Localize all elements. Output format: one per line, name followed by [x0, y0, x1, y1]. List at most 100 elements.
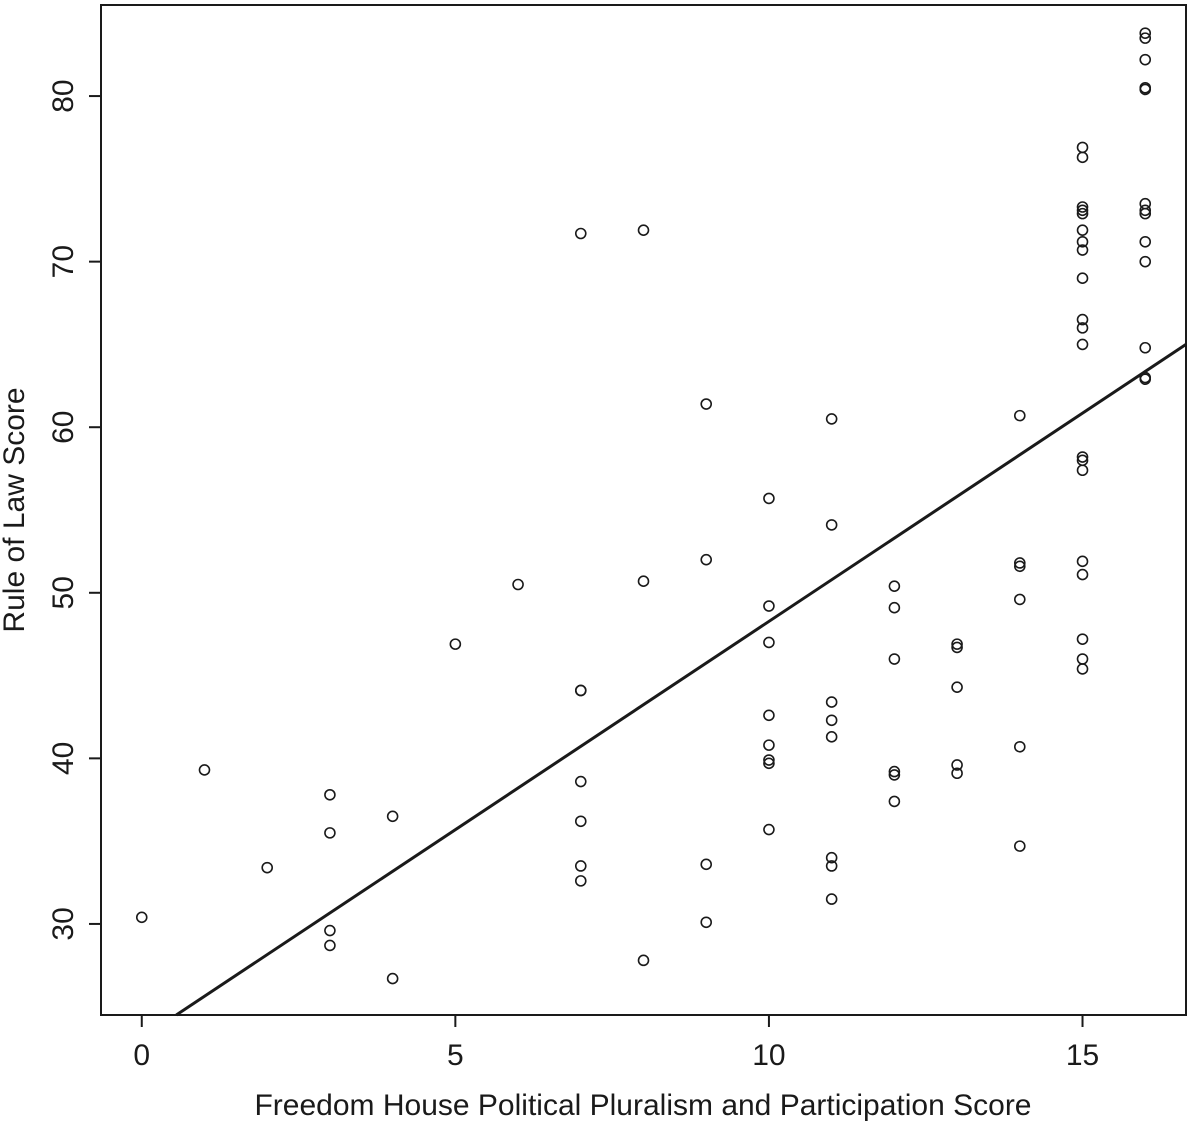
data-point	[1076, 201, 1089, 213]
x-axis: 0 5 10 15	[133, 1015, 1099, 1072]
data-point	[637, 954, 650, 967]
data-point	[888, 580, 901, 592]
data-point	[888, 601, 901, 614]
y-tick-label: 80	[47, 79, 80, 112]
y-axis-title: Rule of Law Score	[0, 387, 31, 632]
data-points	[135, 27, 1152, 985]
y-tick-label: 60	[47, 411, 80, 444]
data-point	[512, 578, 524, 591]
x-tick-label: 10	[752, 1039, 785, 1072]
data-point	[1076, 568, 1089, 581]
data-point	[1139, 255, 1152, 268]
data-point	[951, 681, 963, 693]
data-point	[1014, 840, 1026, 852]
data-point	[1076, 451, 1089, 463]
data-point	[1076, 653, 1089, 665]
data-point	[825, 696, 838, 708]
y-tick-label: 40	[47, 742, 80, 775]
data-point	[1076, 464, 1089, 477]
data-point	[1076, 338, 1089, 351]
data-point	[825, 731, 838, 743]
data-point	[700, 553, 713, 566]
y-tick-label: 70	[47, 245, 80, 278]
data-point	[198, 764, 211, 776]
data-point	[763, 757, 775, 770]
plot-frame	[100, 4, 1187, 1016]
data-point	[1139, 32, 1152, 44]
data-point	[1014, 740, 1026, 753]
data-point	[574, 227, 587, 240]
data-point	[1076, 272, 1089, 284]
data-point	[1014, 593, 1026, 606]
data-point	[1139, 235, 1152, 248]
data-point	[574, 684, 587, 697]
data-point	[574, 775, 587, 788]
data-point	[1076, 313, 1089, 326]
y-axis: 30 40 50 60 70 80	[47, 79, 101, 941]
data-point	[763, 709, 775, 722]
data-point	[825, 893, 838, 905]
data-point	[1076, 244, 1089, 256]
y-tick-label: 30	[47, 907, 80, 940]
data-point	[324, 827, 336, 839]
x-tick-label: 0	[133, 1039, 150, 1072]
data-point	[825, 413, 838, 425]
data-point	[763, 600, 775, 612]
data-point	[324, 939, 336, 952]
data-point	[1076, 204, 1089, 217]
data-point	[1014, 409, 1026, 422]
data-point	[449, 638, 462, 650]
data-point	[1139, 373, 1152, 385]
data-point	[1076, 235, 1089, 248]
x-axis-title: Freedom House Political Pluralism and Pa…	[254, 1089, 1031, 1122]
data-point	[1076, 633, 1089, 645]
data-point	[1076, 555, 1089, 568]
data-point	[1076, 207, 1089, 220]
data-point	[261, 861, 273, 874]
data-point	[763, 636, 775, 649]
data-point	[763, 754, 775, 766]
data-point	[1014, 560, 1026, 573]
data-point	[888, 765, 901, 778]
data-point	[825, 860, 838, 872]
data-point	[1139, 27, 1152, 39]
data-point	[888, 653, 901, 665]
data-point	[700, 398, 713, 410]
data-point	[324, 924, 336, 937]
data-point	[574, 875, 587, 887]
data-point	[1139, 207, 1152, 220]
data-point	[825, 519, 838, 531]
data-point	[574, 860, 587, 872]
data-point	[1076, 141, 1089, 154]
data-point	[763, 492, 775, 505]
data-point	[1076, 322, 1089, 334]
data-point	[324, 788, 336, 801]
data-point	[700, 916, 713, 929]
data-point	[386, 810, 399, 823]
data-point	[700, 858, 713, 871]
data-point	[951, 767, 963, 780]
data-point	[1139, 204, 1152, 217]
data-point	[386, 972, 399, 985]
data-point	[637, 575, 650, 587]
x-tick-label: 5	[447, 1039, 464, 1072]
data-point	[1139, 83, 1152, 96]
data-point	[1014, 557, 1026, 569]
data-point	[574, 815, 587, 828]
data-point	[637, 224, 650, 236]
x-tick-label: 15	[1066, 1039, 1099, 1072]
data-point	[763, 739, 775, 751]
data-point	[825, 851, 838, 864]
data-point	[1139, 341, 1152, 354]
data-point	[951, 759, 963, 771]
data-point	[135, 911, 148, 924]
y-tick-label: 50	[47, 576, 80, 609]
data-point	[763, 823, 775, 836]
data-point	[1076, 151, 1089, 164]
data-point	[951, 638, 963, 650]
data-point	[1076, 663, 1089, 675]
data-point	[1139, 53, 1152, 66]
data-point	[888, 769, 901, 781]
data-point	[825, 714, 838, 727]
